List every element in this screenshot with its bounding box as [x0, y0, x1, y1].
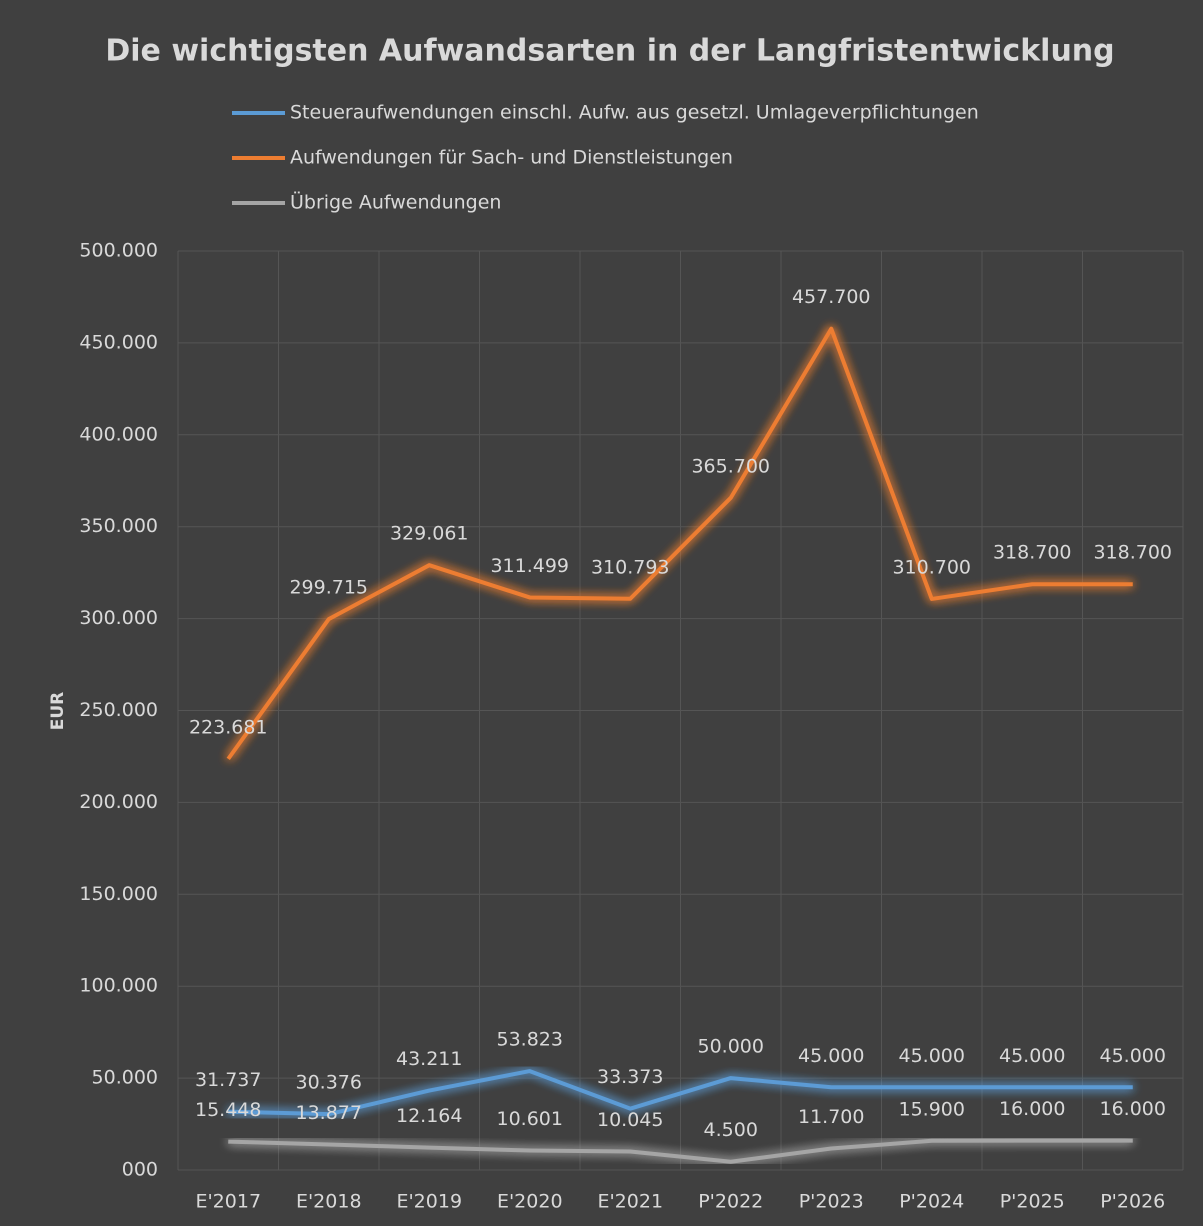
data-label: 11.700	[798, 1106, 864, 1128]
data-label: 45.000	[899, 1045, 965, 1067]
y-tick-label: 500.000	[79, 240, 158, 262]
data-label: 45.000	[798, 1045, 864, 1067]
data-label: 10.601	[497, 1108, 563, 1130]
y-tick-label: 400.000	[79, 423, 158, 445]
data-label: 310.700	[892, 556, 971, 578]
series-line	[226, 326, 1133, 761]
data-label: 10.045	[597, 1109, 663, 1131]
y-tick-label: 50.000	[92, 1067, 158, 1089]
y-tick-label: 000	[122, 1159, 158, 1181]
x-tick-label: P'2022	[698, 1191, 763, 1213]
data-label: 311.499	[490, 555, 569, 577]
data-label: 310.793	[591, 556, 670, 578]
series-line	[228, 1138, 1133, 1164]
data-label: 45.000	[999, 1045, 1065, 1067]
data-label: 15.448	[195, 1099, 261, 1121]
data-label: 53.823	[497, 1029, 563, 1051]
data-label: 43.211	[396, 1048, 462, 1070]
x-tick-label: E'2020	[497, 1191, 563, 1213]
data-label: 13.877	[296, 1102, 362, 1124]
legend-label: Aufwendungen für Sach- und Dienstleistun…	[290, 147, 733, 169]
data-label: 365.700	[691, 455, 770, 477]
data-label: 457.700	[792, 286, 871, 308]
data-label: 45.000	[1100, 1045, 1166, 1067]
data-label: 12.164	[396, 1105, 462, 1127]
data-label: 33.373	[597, 1066, 663, 1088]
y-tick-label: 300.000	[79, 607, 158, 629]
series-line	[228, 1069, 1133, 1117]
data-label: 16.000	[1100, 1098, 1166, 1120]
data-label: 329.061	[390, 523, 469, 545]
data-label: 50.000	[698, 1036, 764, 1058]
x-tick-label: E'2018	[296, 1191, 362, 1213]
x-tick-label: P'2026	[1100, 1191, 1165, 1213]
chart-title: Die wichtigsten Aufwandsarten in der Lan…	[105, 34, 1114, 69]
data-label: 16.000	[999, 1098, 1065, 1120]
data-label: 223.681	[189, 716, 268, 738]
data-label: 318.700	[1093, 542, 1172, 564]
y-tick-label: 200.000	[79, 791, 158, 813]
legend-label: Übrige Aufwendungen	[290, 191, 501, 214]
data-label: 30.376	[296, 1072, 362, 1094]
x-tick-label: P'2024	[899, 1191, 964, 1213]
legend-label: Steueraufwendungen einschl. Aufw. aus ge…	[290, 102, 979, 124]
data-label: 4.500	[704, 1119, 758, 1141]
data-label: 31.737	[195, 1069, 261, 1091]
x-tick-label: P'2025	[1000, 1191, 1065, 1213]
y-tick-label: 100.000	[79, 975, 158, 997]
y-tick-label: 150.000	[79, 883, 158, 905]
x-tick-label: E'2019	[396, 1191, 462, 1213]
data-label: 299.715	[289, 577, 368, 599]
data-label: 15.900	[899, 1098, 965, 1120]
x-tick-label: E'2021	[597, 1191, 663, 1213]
y-tick-label: 350.000	[79, 515, 158, 537]
y-axis-label: EUR	[48, 692, 68, 731]
y-tick-label: 250.000	[79, 699, 158, 721]
y-tick-label: 450.000	[79, 331, 158, 353]
x-tick-label: E'2017	[195, 1191, 261, 1213]
x-tick-label: P'2023	[799, 1191, 864, 1213]
data-label: 318.700	[993, 542, 1072, 564]
